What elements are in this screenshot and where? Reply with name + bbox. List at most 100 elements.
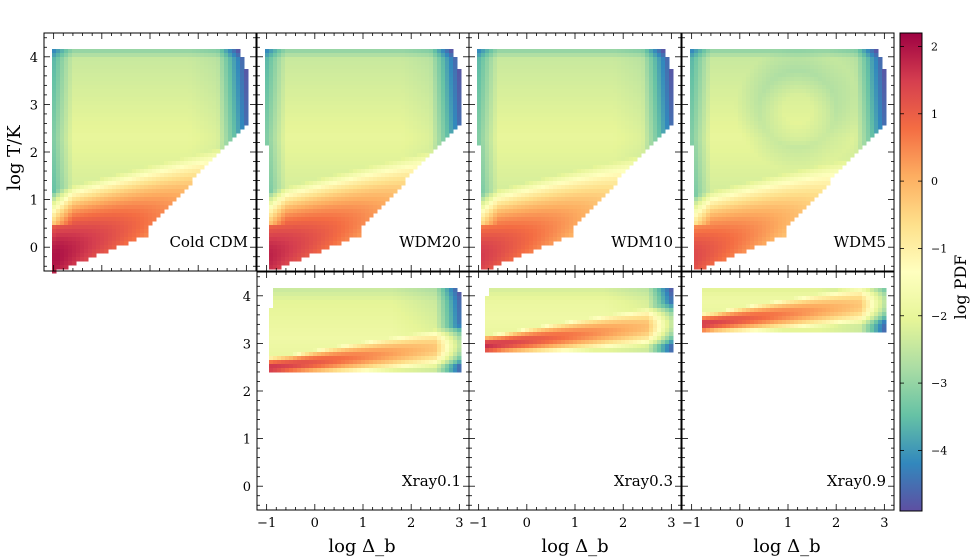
heatmap-cell — [289, 121, 294, 126]
heatmap-cell — [537, 161, 542, 166]
heatmap-cell — [377, 149, 382, 154]
heatmap-cell — [481, 145, 486, 150]
heatmap-cell — [445, 97, 450, 102]
heatmap-cell — [68, 121, 73, 126]
heatmap-cell — [293, 129, 298, 134]
heatmap-cell — [405, 165, 410, 170]
heatmap-cell — [329, 237, 334, 242]
heatmap-cell — [513, 237, 518, 242]
heatmap-cell — [501, 113, 506, 118]
heatmap-cell — [401, 161, 406, 166]
heatmap-cell — [381, 81, 386, 86]
heatmap-cell — [357, 189, 362, 194]
heatmap-cell — [116, 69, 121, 74]
heatmap-cell — [160, 77, 165, 82]
heatmap-cell — [305, 101, 310, 106]
heatmap-cell — [381, 169, 386, 174]
heatmap-cell — [497, 57, 502, 62]
heatmap-cell — [285, 161, 290, 166]
heatmap-cell — [80, 101, 85, 106]
heatmap-cell — [148, 105, 153, 110]
heatmap-cell — [537, 233, 542, 238]
heatmap-cell — [501, 101, 506, 106]
heatmap-cell — [172, 133, 177, 138]
heatmap-cell — [60, 245, 65, 250]
heatmap-cell — [52, 177, 57, 182]
heatmap-cell — [136, 217, 141, 222]
heatmap-cell — [533, 181, 538, 186]
heatmap-cell — [333, 125, 338, 130]
heatmap-cell — [92, 165, 97, 170]
heatmap-cell — [273, 205, 278, 210]
heatmap-cell — [321, 217, 326, 222]
heatmap-cell — [485, 81, 490, 86]
heatmap-cell — [365, 125, 370, 130]
heatmap-cell — [216, 57, 221, 62]
heatmap-cell — [529, 133, 534, 138]
heatmap-cell — [309, 133, 314, 138]
heatmap-cell — [401, 137, 406, 142]
heatmap-cell — [369, 157, 374, 162]
heatmap-cell — [481, 89, 486, 94]
heatmap-cell — [345, 173, 350, 178]
heatmap-cell — [345, 57, 350, 62]
heatmap-cell — [56, 81, 61, 86]
heatmap-cell — [96, 153, 101, 158]
heatmap-cell — [393, 133, 398, 138]
heatmap-cell — [497, 73, 502, 78]
heatmap-cell — [521, 85, 526, 90]
heatmap-cell — [313, 173, 318, 178]
heatmap-cell — [313, 221, 318, 226]
heatmap-cell — [525, 49, 530, 54]
heatmap-cell — [421, 85, 426, 90]
heatmap-cell — [337, 77, 342, 82]
heatmap-cell — [337, 73, 342, 78]
heatmap-cell — [184, 177, 189, 182]
heatmap-cell — [180, 89, 185, 94]
heatmap-cell — [365, 157, 370, 162]
heatmap-cell — [208, 141, 213, 146]
heatmap-cell — [369, 89, 374, 94]
heatmap-cell — [96, 157, 101, 162]
heatmap-cell — [164, 69, 169, 74]
heatmap-cell — [333, 113, 338, 118]
heatmap-cell — [409, 133, 414, 138]
heatmap-cell — [273, 77, 278, 82]
heatmap-cell — [409, 145, 414, 150]
heatmap-cell — [164, 169, 169, 174]
heatmap-cell — [164, 57, 169, 62]
heatmap-cell — [116, 241, 121, 246]
heatmap-cell — [381, 109, 386, 114]
heatmap-cell — [168, 153, 173, 158]
heatmap-cell — [236, 89, 241, 94]
heatmap-cell — [132, 65, 137, 70]
heatmap-cell — [405, 73, 410, 78]
heatmap-cell — [377, 69, 382, 74]
heatmap-cell — [485, 221, 490, 226]
heatmap-cell — [273, 137, 278, 142]
heatmap-cell — [277, 133, 282, 138]
heatmap-cell — [80, 205, 85, 210]
heatmap-cell — [509, 93, 514, 98]
heatmap-cell — [180, 117, 185, 122]
heatmap-cell — [345, 93, 350, 98]
heatmap-cell — [60, 69, 65, 74]
heatmap-cell — [228, 81, 233, 86]
heatmap-cell — [309, 233, 314, 238]
heatmap-cell — [505, 49, 510, 54]
heatmap-cell — [421, 109, 426, 114]
heatmap-cell — [52, 85, 57, 90]
heatmap-cell — [421, 157, 426, 162]
heatmap-cell — [317, 137, 322, 142]
heatmap-cell — [180, 133, 185, 138]
heatmap-cell — [92, 133, 97, 138]
heatmap-cell — [509, 257, 514, 262]
heatmap-cell — [140, 209, 145, 214]
heatmap-cell — [525, 101, 530, 106]
heatmap-cell — [180, 189, 185, 194]
heatmap-cell — [501, 121, 506, 126]
heatmap-cell — [341, 65, 346, 70]
heatmap-cell — [521, 137, 526, 142]
heatmap-cell — [88, 161, 93, 166]
heatmap-cell — [513, 189, 518, 194]
